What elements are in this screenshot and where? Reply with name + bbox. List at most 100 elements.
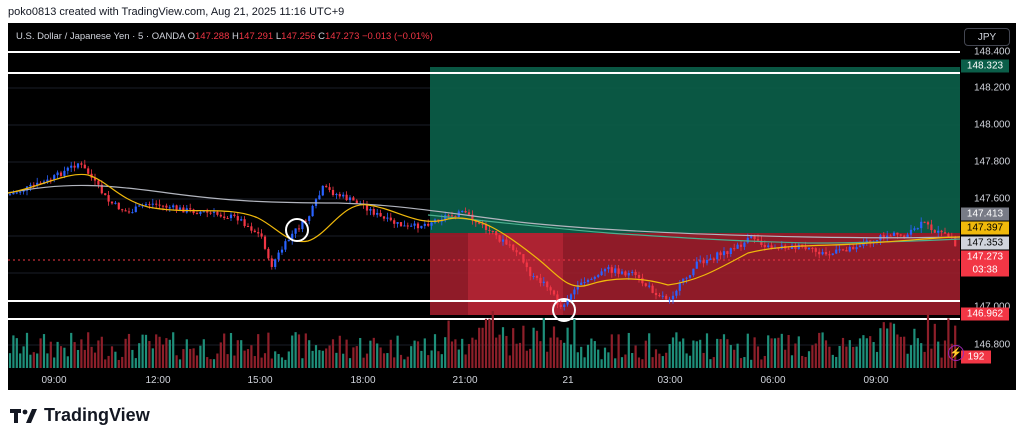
volume-bar xyxy=(66,356,69,368)
volume-bar xyxy=(495,337,498,368)
volume-bar xyxy=(263,353,267,368)
low-label: L xyxy=(275,31,282,42)
volume-bar xyxy=(546,351,549,368)
time-axis-tick: 15:00 xyxy=(247,375,273,386)
volume-bar xyxy=(457,349,460,368)
candle-body xyxy=(376,212,379,215)
price-axis-tick: 147.800 xyxy=(974,156,1011,168)
volume-bar xyxy=(474,339,477,368)
candle-body xyxy=(223,216,226,219)
candle-body xyxy=(886,235,889,238)
candle-body xyxy=(597,275,600,277)
volume-bar xyxy=(532,327,535,368)
volume-bar xyxy=(321,350,324,368)
volume-bar xyxy=(505,335,508,368)
volume-bar xyxy=(688,355,692,368)
footer-brand[interactable]: TradingView xyxy=(10,405,150,426)
volume-bar xyxy=(760,359,763,368)
candle-body xyxy=(355,200,358,204)
candle-body xyxy=(382,216,386,219)
volume-bar xyxy=(501,327,505,368)
candle-body xyxy=(501,239,505,242)
candle-body xyxy=(212,211,216,213)
candle-body xyxy=(447,215,450,217)
candle-body xyxy=(852,246,855,250)
volume-bar xyxy=(906,353,909,368)
volume-bar xyxy=(36,353,39,368)
volume-bar xyxy=(379,347,382,368)
volume-bar xyxy=(325,348,328,368)
price-chart-canvas[interactable] xyxy=(8,23,1016,390)
volume-bar xyxy=(223,333,226,368)
volume-bar xyxy=(634,345,637,368)
volume-bar xyxy=(410,346,413,368)
volume-bar xyxy=(940,357,943,368)
candle-body xyxy=(73,165,76,168)
candle-body xyxy=(569,294,573,300)
volume-bar xyxy=(841,337,845,368)
volume-bar xyxy=(359,337,362,368)
candle-body xyxy=(365,204,369,211)
candle-body xyxy=(53,175,56,180)
candle-body xyxy=(607,267,610,270)
volume-bar xyxy=(644,340,647,368)
volume-bar xyxy=(212,359,216,368)
volume-bar xyxy=(25,332,29,368)
candle-body xyxy=(746,237,749,243)
volume-bar xyxy=(886,328,889,368)
volume-bar xyxy=(872,342,875,368)
candle-body xyxy=(580,282,583,286)
volume-bar xyxy=(549,337,552,368)
volume-bar xyxy=(240,340,243,368)
candle-body xyxy=(478,222,481,224)
volume-bar xyxy=(767,335,770,368)
candle-body xyxy=(722,251,726,256)
volume-bar xyxy=(722,334,726,368)
candle-body xyxy=(352,197,355,201)
chart-panel[interactable]: U.S. Dollar / Japanese Yen · 5 · OANDA O… xyxy=(8,23,1016,390)
lightning-icon[interactable]: ⚡ xyxy=(948,345,964,361)
candle-body xyxy=(505,239,508,245)
volume-bar xyxy=(80,339,83,368)
candle-body xyxy=(100,184,103,194)
profit-target-zone[interactable] xyxy=(430,67,960,233)
candle-body xyxy=(369,208,372,211)
candle-body xyxy=(348,197,352,201)
volume-bar xyxy=(848,340,851,368)
volume-bar xyxy=(852,346,855,368)
candle-body xyxy=(257,232,260,234)
candle-body xyxy=(552,290,556,295)
symbol-info-bar[interactable]: U.S. Dollar / Japanese Yen · 5 · OANDA O… xyxy=(16,31,433,42)
candle-body xyxy=(97,180,100,185)
candle-body xyxy=(930,224,933,231)
candle-body xyxy=(848,246,851,252)
bar-countdown-badge: 03:38 xyxy=(961,263,1009,277)
candle-body xyxy=(593,276,596,279)
candle-body xyxy=(841,249,845,251)
volume-bar xyxy=(73,342,76,368)
volume-bar xyxy=(345,339,348,368)
candle-body xyxy=(685,277,688,279)
volume-bar xyxy=(8,353,12,368)
candle-body xyxy=(726,251,729,254)
candle-body xyxy=(148,204,151,206)
currency-button[interactable]: JPY xyxy=(964,28,1010,46)
candle-body xyxy=(546,281,549,288)
candle-body xyxy=(739,244,743,247)
time-axis-tick: 12:00 xyxy=(145,375,171,386)
candle-body xyxy=(590,278,593,280)
volume-bar xyxy=(508,355,511,368)
volume-bar xyxy=(807,351,811,368)
volume-bar xyxy=(270,358,273,368)
candle-body xyxy=(189,208,192,210)
candle-body xyxy=(49,179,52,181)
volume-bar xyxy=(423,338,426,368)
volume-bar xyxy=(617,334,620,368)
candle-body xyxy=(318,195,321,200)
candle-body xyxy=(937,230,940,233)
volume-bar xyxy=(250,345,253,368)
candle-body xyxy=(539,277,542,284)
volume-bar xyxy=(267,332,270,368)
volume-bar xyxy=(525,350,528,368)
volume-bar xyxy=(301,358,304,368)
